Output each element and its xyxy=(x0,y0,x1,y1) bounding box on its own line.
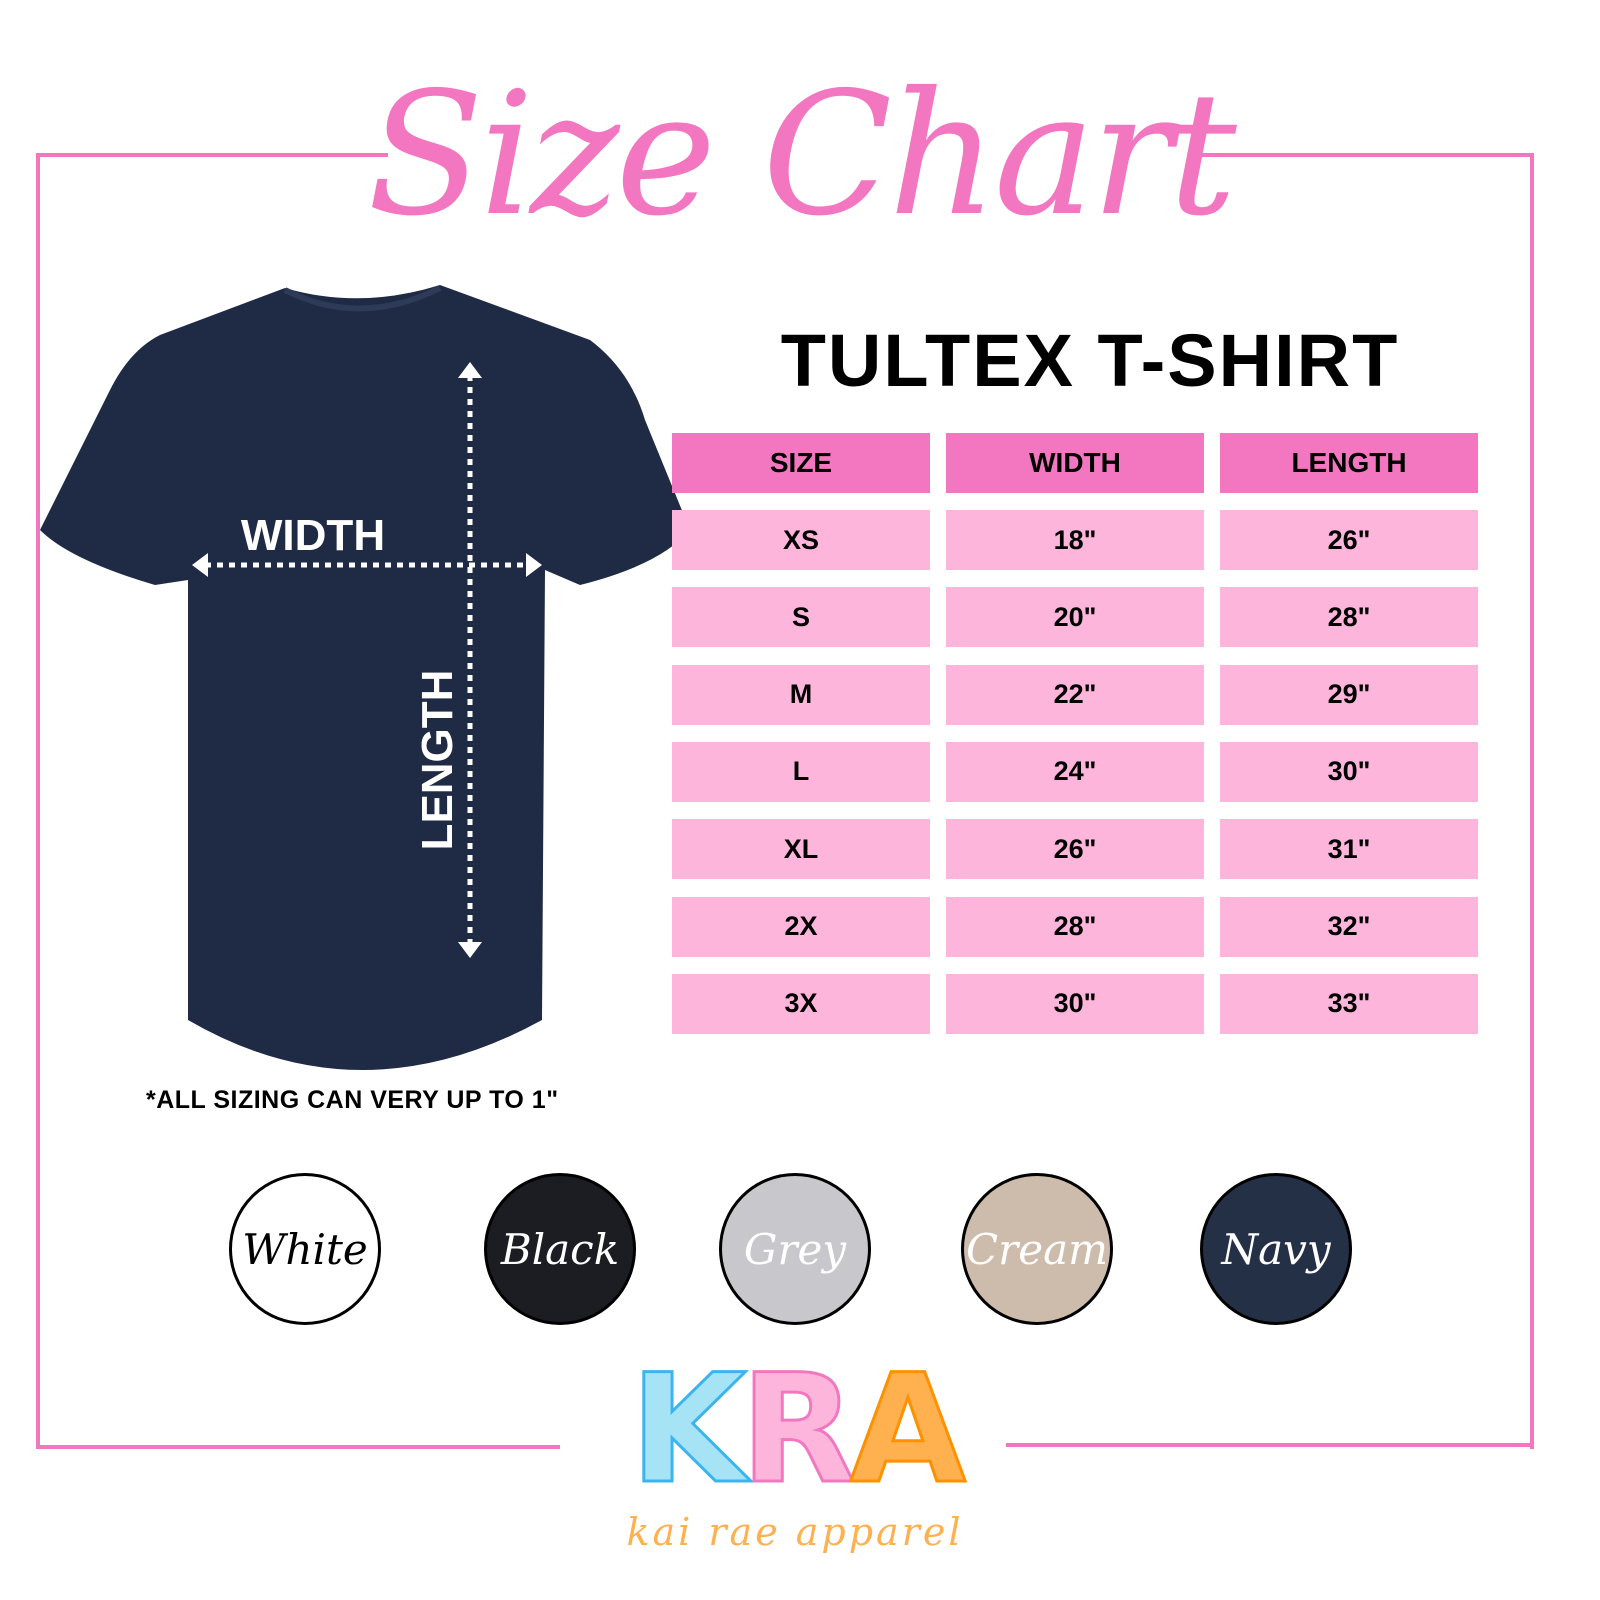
title-backdrop xyxy=(388,140,1192,170)
frame-bottom-left xyxy=(36,1445,560,1449)
length-arrowhead-bottom xyxy=(458,942,482,958)
table-cell-width: 18" xyxy=(946,510,1204,570)
table-cell-width: 20" xyxy=(946,587,1204,648)
logo-letter-k: K xyxy=(629,1343,748,1517)
header-width: WIDTH xyxy=(946,433,1204,493)
color-swatch-navy: Navy xyxy=(1200,1173,1352,1325)
table-cell-size: 2X xyxy=(672,896,930,957)
color-swatch-black: Black xyxy=(484,1173,636,1325)
table-cell-length: 28" xyxy=(1220,587,1478,648)
shirt-body xyxy=(40,285,690,1070)
frame-top-right xyxy=(1192,153,1534,157)
table-cell-size: 3X xyxy=(672,973,930,1034)
frame-left xyxy=(36,153,40,1449)
product-name: TULTEX T-SHIRT xyxy=(780,319,1400,402)
logo-letter-r: R xyxy=(739,1343,857,1517)
table-cell-length: 30" xyxy=(1220,741,1478,802)
table-cell-size: S xyxy=(672,587,930,648)
frame-right xyxy=(1530,153,1534,1449)
logo-tagline: kai rae apparel xyxy=(626,1510,964,1554)
logo-letter-a: A xyxy=(848,1343,967,1517)
frame-top-left xyxy=(36,153,388,157)
table-cell-width: 30" xyxy=(946,973,1204,1034)
sizing-note: *ALL SIZING CAN VERY UP TO 1" xyxy=(146,1086,559,1114)
color-swatch-white: White xyxy=(229,1173,381,1325)
table-cell-size: M xyxy=(672,664,930,725)
header-length: LENGTH xyxy=(1220,433,1478,493)
table-cell-width: 26" xyxy=(946,819,1204,880)
width-label: WIDTH xyxy=(241,511,385,560)
brand-logo: KRA kai rae apparel xyxy=(620,1349,970,1555)
header-size: SIZE xyxy=(672,433,930,493)
table-cell-size: XL xyxy=(672,819,930,880)
shirt-collar xyxy=(283,285,442,312)
table-cell-length: 26" xyxy=(1220,510,1478,570)
table-cell-length: 32" xyxy=(1220,896,1478,957)
width-arrowhead-left xyxy=(192,553,208,577)
shirt-diagram: WIDTH LENGTH xyxy=(40,285,690,1070)
table-cell-size: XS xyxy=(672,510,930,570)
color-swatch-cream: Cream xyxy=(961,1173,1113,1325)
length-arrowhead-top xyxy=(458,362,482,378)
length-label: LENGTH xyxy=(413,670,462,851)
table-cell-width: 24" xyxy=(946,741,1204,802)
table-cell-length: 33" xyxy=(1220,973,1478,1034)
frame-bottom-right xyxy=(1006,1443,1534,1447)
color-swatch-grey: Grey xyxy=(719,1173,871,1325)
table-cell-width: 22" xyxy=(946,664,1204,725)
logo-letters: KRA xyxy=(620,1349,970,1512)
width-arrowhead-right xyxy=(526,553,542,577)
table-cell-length: 29" xyxy=(1220,664,1478,725)
table-cell-size: L xyxy=(672,741,930,802)
page-title: Size Chart xyxy=(367,56,1237,254)
table-cell-width: 28" xyxy=(946,896,1204,957)
table-cell-length: 31" xyxy=(1220,819,1478,880)
